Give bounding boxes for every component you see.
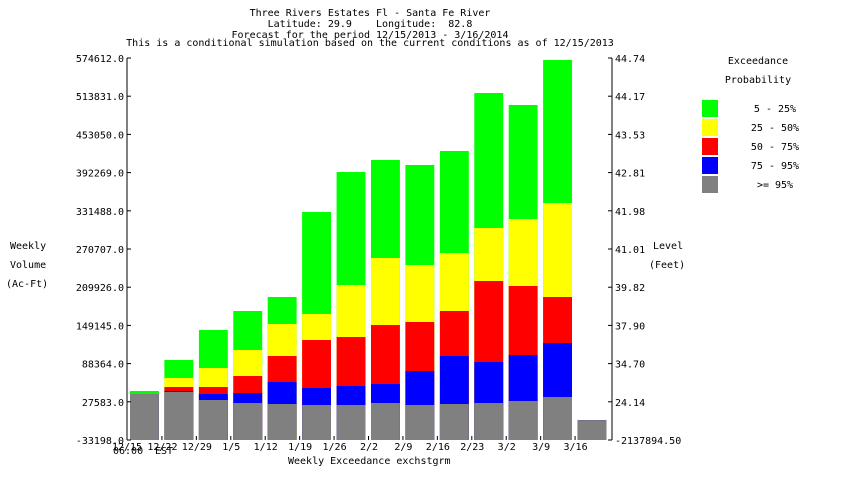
y-left-tick-label: 88364.0 <box>82 360 124 371</box>
y-right-tick-label: -2137894.50 <box>615 436 681 447</box>
bar-95-12 <box>543 397 572 440</box>
y-right-tick-label: 34.70 <box>615 360 645 371</box>
x-tick-label: 12/15 <box>112 442 142 453</box>
legend-label: 5 - 25% <box>754 104 796 115</box>
x-tick-label: 1/19 <box>288 442 312 453</box>
x-tick-label: 12/29 <box>182 442 212 453</box>
y-right-label-1: Level <box>653 241 684 252</box>
bar-95-2 <box>198 400 228 440</box>
legend-swatch <box>702 176 718 193</box>
legend-title-1: Exceedance <box>727 56 789 67</box>
x-tick-label: 3/16 <box>564 442 588 453</box>
bar-95-11 <box>508 401 538 440</box>
legend-swatch <box>702 157 718 174</box>
y-left-tick-label: 209926.0 <box>76 283 124 294</box>
x-tick-label: 2/9 <box>394 442 412 453</box>
x-tick-label: 1/5 <box>222 442 240 453</box>
y-left-tick-label: -33198.0 <box>76 436 124 447</box>
legend-label: >= 95% <box>757 180 793 191</box>
legend-swatch <box>702 119 718 136</box>
x-tick-label: 2/16 <box>426 442 450 453</box>
x-axis-label: Weekly Exceedance exchstgrm <box>288 456 451 467</box>
y-left-label-3: (Ac-Ft) <box>6 279 49 290</box>
bar-95-3 <box>233 403 263 440</box>
y-left-tick-label: 27583.0 <box>82 398 124 409</box>
bar-95-1 <box>164 392 194 440</box>
y-left-label-1: Weekly <box>10 241 47 252</box>
y-right-tick-label: 42.81 <box>615 169 645 180</box>
legend-swatch <box>702 100 718 117</box>
y-left-tick-label: 574612.0 <box>76 54 124 65</box>
x-sublabel-tz: EST <box>155 446 174 457</box>
bar-95-7 <box>371 403 400 440</box>
x-sublabel-time: 06:00 <box>113 446 144 457</box>
y-right-tick-label: 44.17 <box>615 92 645 103</box>
y-left-label-2: Volume <box>10 260 47 271</box>
x-tick-label: 12/22 <box>147 442 177 453</box>
x-tick-label: 1/12 <box>254 442 278 453</box>
bar-95-4 <box>267 404 297 440</box>
y-left-tick-label: 453050.0 <box>76 130 124 141</box>
y-left-tick-label: 392269.0 <box>76 169 124 180</box>
chart-title-line-4: This is a conditional simulation based o… <box>126 38 614 49</box>
y-right-tick-label: 24.14 <box>615 398 645 409</box>
y-right-tick-label: 41.98 <box>615 207 645 218</box>
x-tick-label: 3/2 <box>498 442 516 453</box>
chart-title-line-2: Latitude: 29.9 Longitude: 82.8 <box>267 19 473 30</box>
chart-title-line-3: Forecast for the period 12/15/2013 - 3/1… <box>231 30 509 41</box>
y-right-tick-label: 37.90 <box>615 321 645 332</box>
legend-label: 75 - 95% <box>751 161 799 172</box>
y-left-tick-label: 331488.0 <box>76 207 124 218</box>
bar-95-8 <box>405 405 435 440</box>
bar-95-0 <box>130 394 159 440</box>
bar-95-6 <box>336 405 366 440</box>
legend-title-2: Probability <box>724 75 792 86</box>
x-tick-label: 2/2 <box>360 442 378 453</box>
legend-swatch <box>702 138 718 155</box>
y-right-tick-label: 41.01 <box>615 245 645 256</box>
y-right-tick-label: 44.74 <box>615 54 645 65</box>
bar-95-5 <box>302 405 331 440</box>
chart-title-line-1: Three Rivers Estates Fl - Santa Fe River <box>249 8 491 19</box>
y-left-tick-label: 270707.0 <box>76 245 124 256</box>
x-tick-label: 1/26 <box>323 442 347 453</box>
y-right-tick-label: 43.53 <box>615 130 645 141</box>
y-right-tick-label: 39.82 <box>615 283 645 294</box>
legend-label: 25 - 50% <box>751 123 799 134</box>
bar-95-13 <box>577 420 607 440</box>
y-left-tick-label: 149145.0 <box>76 321 124 332</box>
x-tick-label: 3/9 <box>532 442 550 453</box>
bar-95-9 <box>439 404 469 440</box>
legend-label: 50 - 75% <box>751 142 799 153</box>
y-left-tick-label: 513831.0 <box>76 92 124 103</box>
bar-95-10 <box>474 403 504 440</box>
x-tick-label: 2/23 <box>460 442 484 453</box>
y-right-label-2: (Feet) <box>649 260 686 271</box>
